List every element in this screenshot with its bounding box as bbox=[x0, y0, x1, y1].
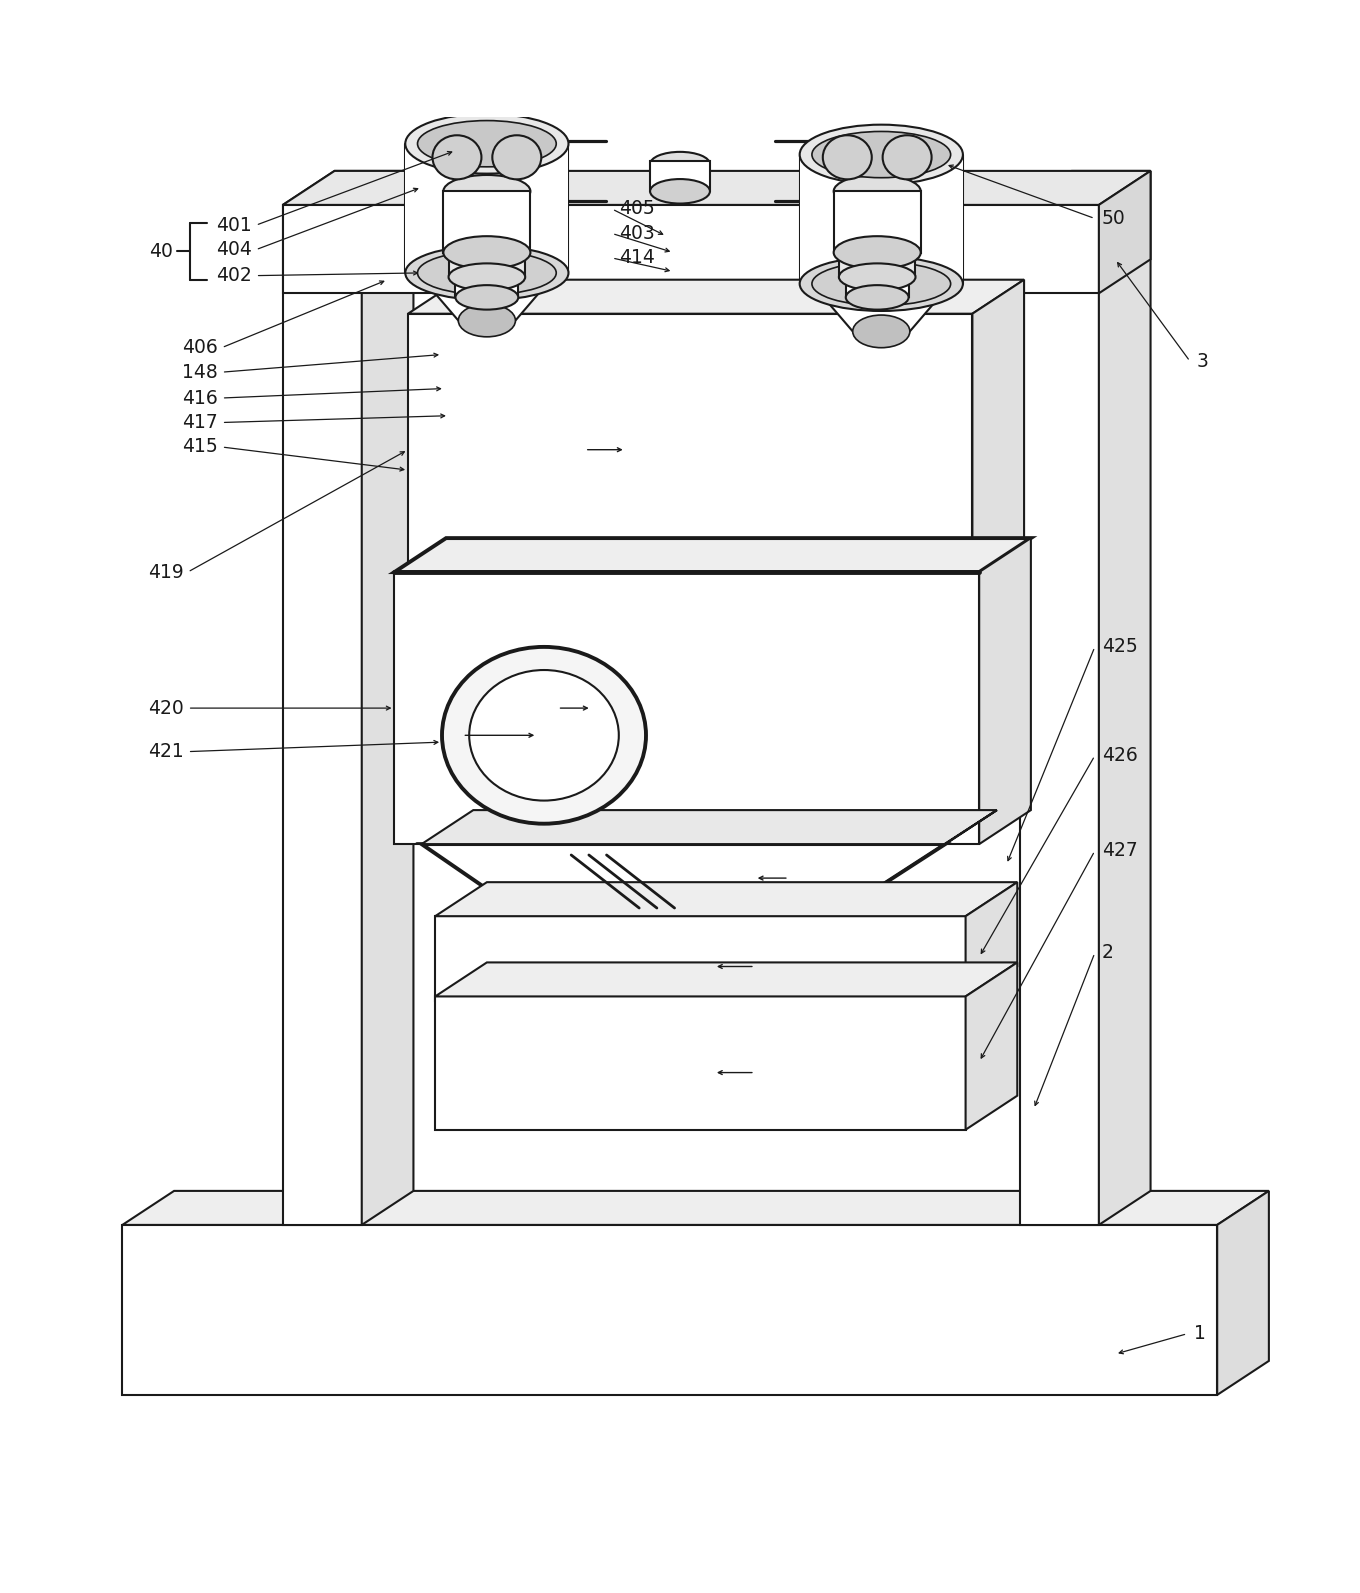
Ellipse shape bbox=[883, 135, 932, 180]
Ellipse shape bbox=[469, 671, 619, 801]
Ellipse shape bbox=[800, 124, 963, 185]
Ellipse shape bbox=[418, 252, 556, 295]
Polygon shape bbox=[972, 280, 1024, 578]
Ellipse shape bbox=[834, 175, 921, 207]
Ellipse shape bbox=[839, 263, 915, 290]
Ellipse shape bbox=[443, 175, 530, 207]
Polygon shape bbox=[1099, 170, 1151, 1225]
Polygon shape bbox=[800, 155, 963, 284]
Text: 148: 148 bbox=[182, 363, 218, 382]
Text: 405: 405 bbox=[619, 199, 654, 218]
Bar bbox=[283, 205, 362, 1225]
Text: 50: 50 bbox=[1102, 209, 1125, 228]
Polygon shape bbox=[418, 272, 556, 320]
Text: 402: 402 bbox=[216, 266, 252, 285]
Text: 419: 419 bbox=[148, 562, 184, 581]
Bar bbox=[435, 996, 966, 1129]
Ellipse shape bbox=[432, 135, 481, 180]
Bar bbox=[650, 161, 710, 191]
Text: 1: 1 bbox=[1194, 1324, 1206, 1343]
Text: 421: 421 bbox=[148, 742, 184, 761]
Ellipse shape bbox=[650, 178, 710, 204]
Ellipse shape bbox=[812, 261, 951, 306]
Polygon shape bbox=[405, 143, 568, 272]
Bar bbox=[1020, 205, 1099, 1225]
Polygon shape bbox=[1217, 1192, 1269, 1395]
Polygon shape bbox=[966, 883, 1017, 1000]
Ellipse shape bbox=[405, 113, 568, 174]
Ellipse shape bbox=[442, 647, 646, 824]
Polygon shape bbox=[846, 277, 908, 298]
Text: 401: 401 bbox=[216, 215, 252, 234]
Polygon shape bbox=[408, 280, 1024, 314]
Ellipse shape bbox=[834, 236, 921, 269]
Text: 406: 406 bbox=[182, 338, 218, 357]
Text: 427: 427 bbox=[1102, 841, 1137, 860]
Polygon shape bbox=[839, 253, 915, 277]
Bar bbox=[283, 205, 1099, 293]
Ellipse shape bbox=[443, 236, 530, 269]
Ellipse shape bbox=[853, 315, 910, 347]
Ellipse shape bbox=[846, 285, 908, 309]
Polygon shape bbox=[834, 191, 921, 253]
Polygon shape bbox=[456, 277, 518, 298]
Polygon shape bbox=[1020, 170, 1151, 205]
Polygon shape bbox=[449, 253, 525, 277]
Polygon shape bbox=[362, 170, 413, 1225]
Text: 426: 426 bbox=[1102, 746, 1137, 765]
Ellipse shape bbox=[492, 135, 541, 180]
Polygon shape bbox=[830, 811, 997, 919]
Ellipse shape bbox=[650, 151, 710, 177]
Text: 417: 417 bbox=[182, 413, 218, 432]
Polygon shape bbox=[422, 811, 997, 844]
Text: 416: 416 bbox=[182, 389, 218, 408]
Polygon shape bbox=[394, 538, 1031, 572]
Bar bbox=[394, 572, 979, 844]
Text: 404: 404 bbox=[216, 241, 252, 260]
Text: 414: 414 bbox=[619, 249, 654, 268]
Text: 3: 3 bbox=[1197, 352, 1209, 371]
Polygon shape bbox=[443, 191, 530, 253]
Polygon shape bbox=[435, 962, 1017, 996]
Ellipse shape bbox=[823, 135, 872, 180]
Text: 415: 415 bbox=[182, 438, 218, 457]
Text: 420: 420 bbox=[148, 699, 184, 717]
Text: 425: 425 bbox=[1102, 637, 1137, 656]
Bar bbox=[435, 916, 966, 1000]
Text: 403: 403 bbox=[619, 225, 654, 244]
Text: 40: 40 bbox=[148, 242, 173, 261]
Bar bbox=[408, 314, 972, 578]
Ellipse shape bbox=[800, 256, 963, 311]
Polygon shape bbox=[812, 284, 951, 331]
Polygon shape bbox=[979, 538, 1031, 844]
Polygon shape bbox=[283, 170, 1151, 205]
Ellipse shape bbox=[456, 285, 518, 309]
Polygon shape bbox=[283, 170, 413, 205]
Polygon shape bbox=[122, 1225, 1217, 1395]
Polygon shape bbox=[122, 1192, 1269, 1225]
Ellipse shape bbox=[405, 245, 568, 299]
Text: 2: 2 bbox=[1102, 943, 1114, 962]
Polygon shape bbox=[422, 844, 945, 919]
Polygon shape bbox=[1099, 170, 1151, 293]
Ellipse shape bbox=[449, 263, 525, 290]
Polygon shape bbox=[435, 883, 1017, 916]
Ellipse shape bbox=[812, 132, 951, 178]
Polygon shape bbox=[966, 962, 1017, 1129]
Ellipse shape bbox=[458, 304, 515, 336]
Ellipse shape bbox=[418, 121, 556, 167]
